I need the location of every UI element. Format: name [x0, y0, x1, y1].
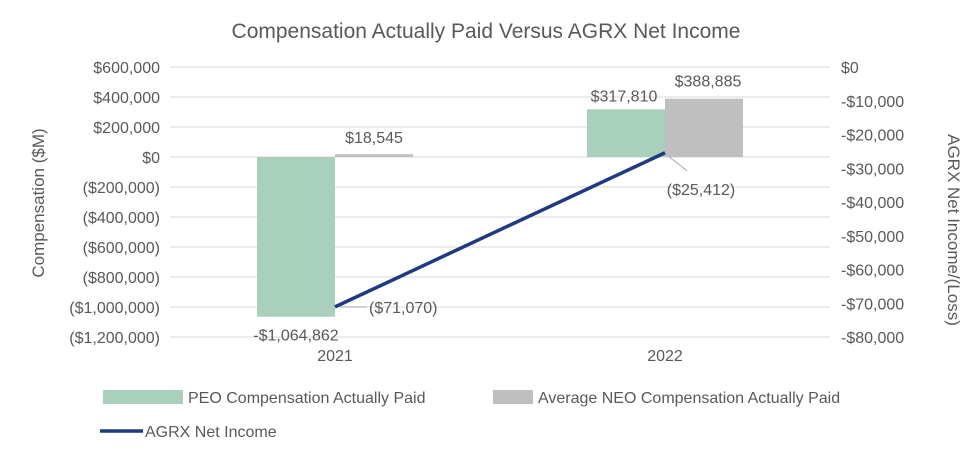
- net-income-leader: [668, 156, 688, 172]
- net-income-data-label: ($71,070): [369, 300, 438, 317]
- right-axis-label: AGRX Net Income/(Loss): [944, 134, 963, 326]
- left-tick-label: ($1,200,000): [69, 330, 160, 347]
- net-income-line-layer: [334, 151, 688, 309]
- left-tick-label: $400,000: [93, 90, 160, 107]
- left-tick-label: ($600,000): [83, 240, 160, 257]
- peo-bar: [587, 109, 665, 157]
- left-tick-label: $600,000: [93, 60, 160, 77]
- neo-data-label: $18,545: [345, 130, 403, 147]
- right-tick-label: -$50,000: [841, 229, 904, 246]
- left-tick-label: ($800,000): [83, 270, 160, 287]
- legend-peo-label: PEO Compensation Actually Paid: [188, 390, 425, 407]
- left-tick-label: ($200,000): [83, 180, 160, 197]
- neo-data-label: $388,885: [675, 74, 742, 91]
- peo-bar: [257, 157, 335, 317]
- right-tick-label: -$80,000: [841, 330, 904, 347]
- chart-title: Compensation Actually Paid Versus AGRX N…: [232, 20, 741, 43]
- category-axis-labels: 2021 2022: [317, 348, 683, 365]
- right-tick-label: -$60,000: [841, 263, 904, 280]
- right-tick-label: -$30,000: [841, 161, 904, 178]
- net-income-data-label: ($25,412): [667, 182, 736, 199]
- legend-neo-label: Average NEO Compensation Actually Paid: [538, 390, 840, 407]
- category-label: 2021: [317, 348, 353, 365]
- peo-data-label: $317,810: [591, 88, 658, 105]
- right-tick-label: -$10,000: [841, 94, 904, 111]
- right-tick-label: $0: [841, 60, 859, 77]
- legend-peo-swatch: [103, 390, 183, 404]
- legend-line-label: AGRX Net Income: [145, 424, 277, 441]
- left-axis-label: Compensation ($M): [29, 128, 48, 277]
- neo-bar: [335, 154, 413, 157]
- data-labels: -$1,064,862 $317,810 $18,545 $388,885 ($71,0…: [253, 74, 741, 345]
- left-tick-label: $200,000: [93, 120, 160, 137]
- right-tick-label: -$70,000: [841, 296, 904, 313]
- right-tick-label: -$20,000: [841, 128, 904, 145]
- left-tick-label: ($400,000): [83, 210, 160, 227]
- right-tick-label: -$40,000: [841, 195, 904, 212]
- legend: PEO Compensation Actually Paid Average NE…: [100, 390, 840, 441]
- peo-data-label: -$1,064,862: [253, 328, 339, 345]
- net-income-line: [334, 151, 666, 309]
- left-tick-label: ($1,000,000): [69, 300, 160, 317]
- bars: [257, 98, 743, 317]
- category-label: 2022: [647, 348, 683, 365]
- right-axis-ticks: $0 -$10,000 -$20,000 -$30,000 -$40,000 -$50,0…: [841, 60, 904, 347]
- neo-bar: [665, 98, 743, 157]
- left-tick-label: $0: [142, 150, 160, 167]
- left-axis-ticks: $600,000 $400,000 $200,000 $0 ($200,000) ($40…: [69, 60, 160, 347]
- legend-neo-swatch: [493, 390, 533, 404]
